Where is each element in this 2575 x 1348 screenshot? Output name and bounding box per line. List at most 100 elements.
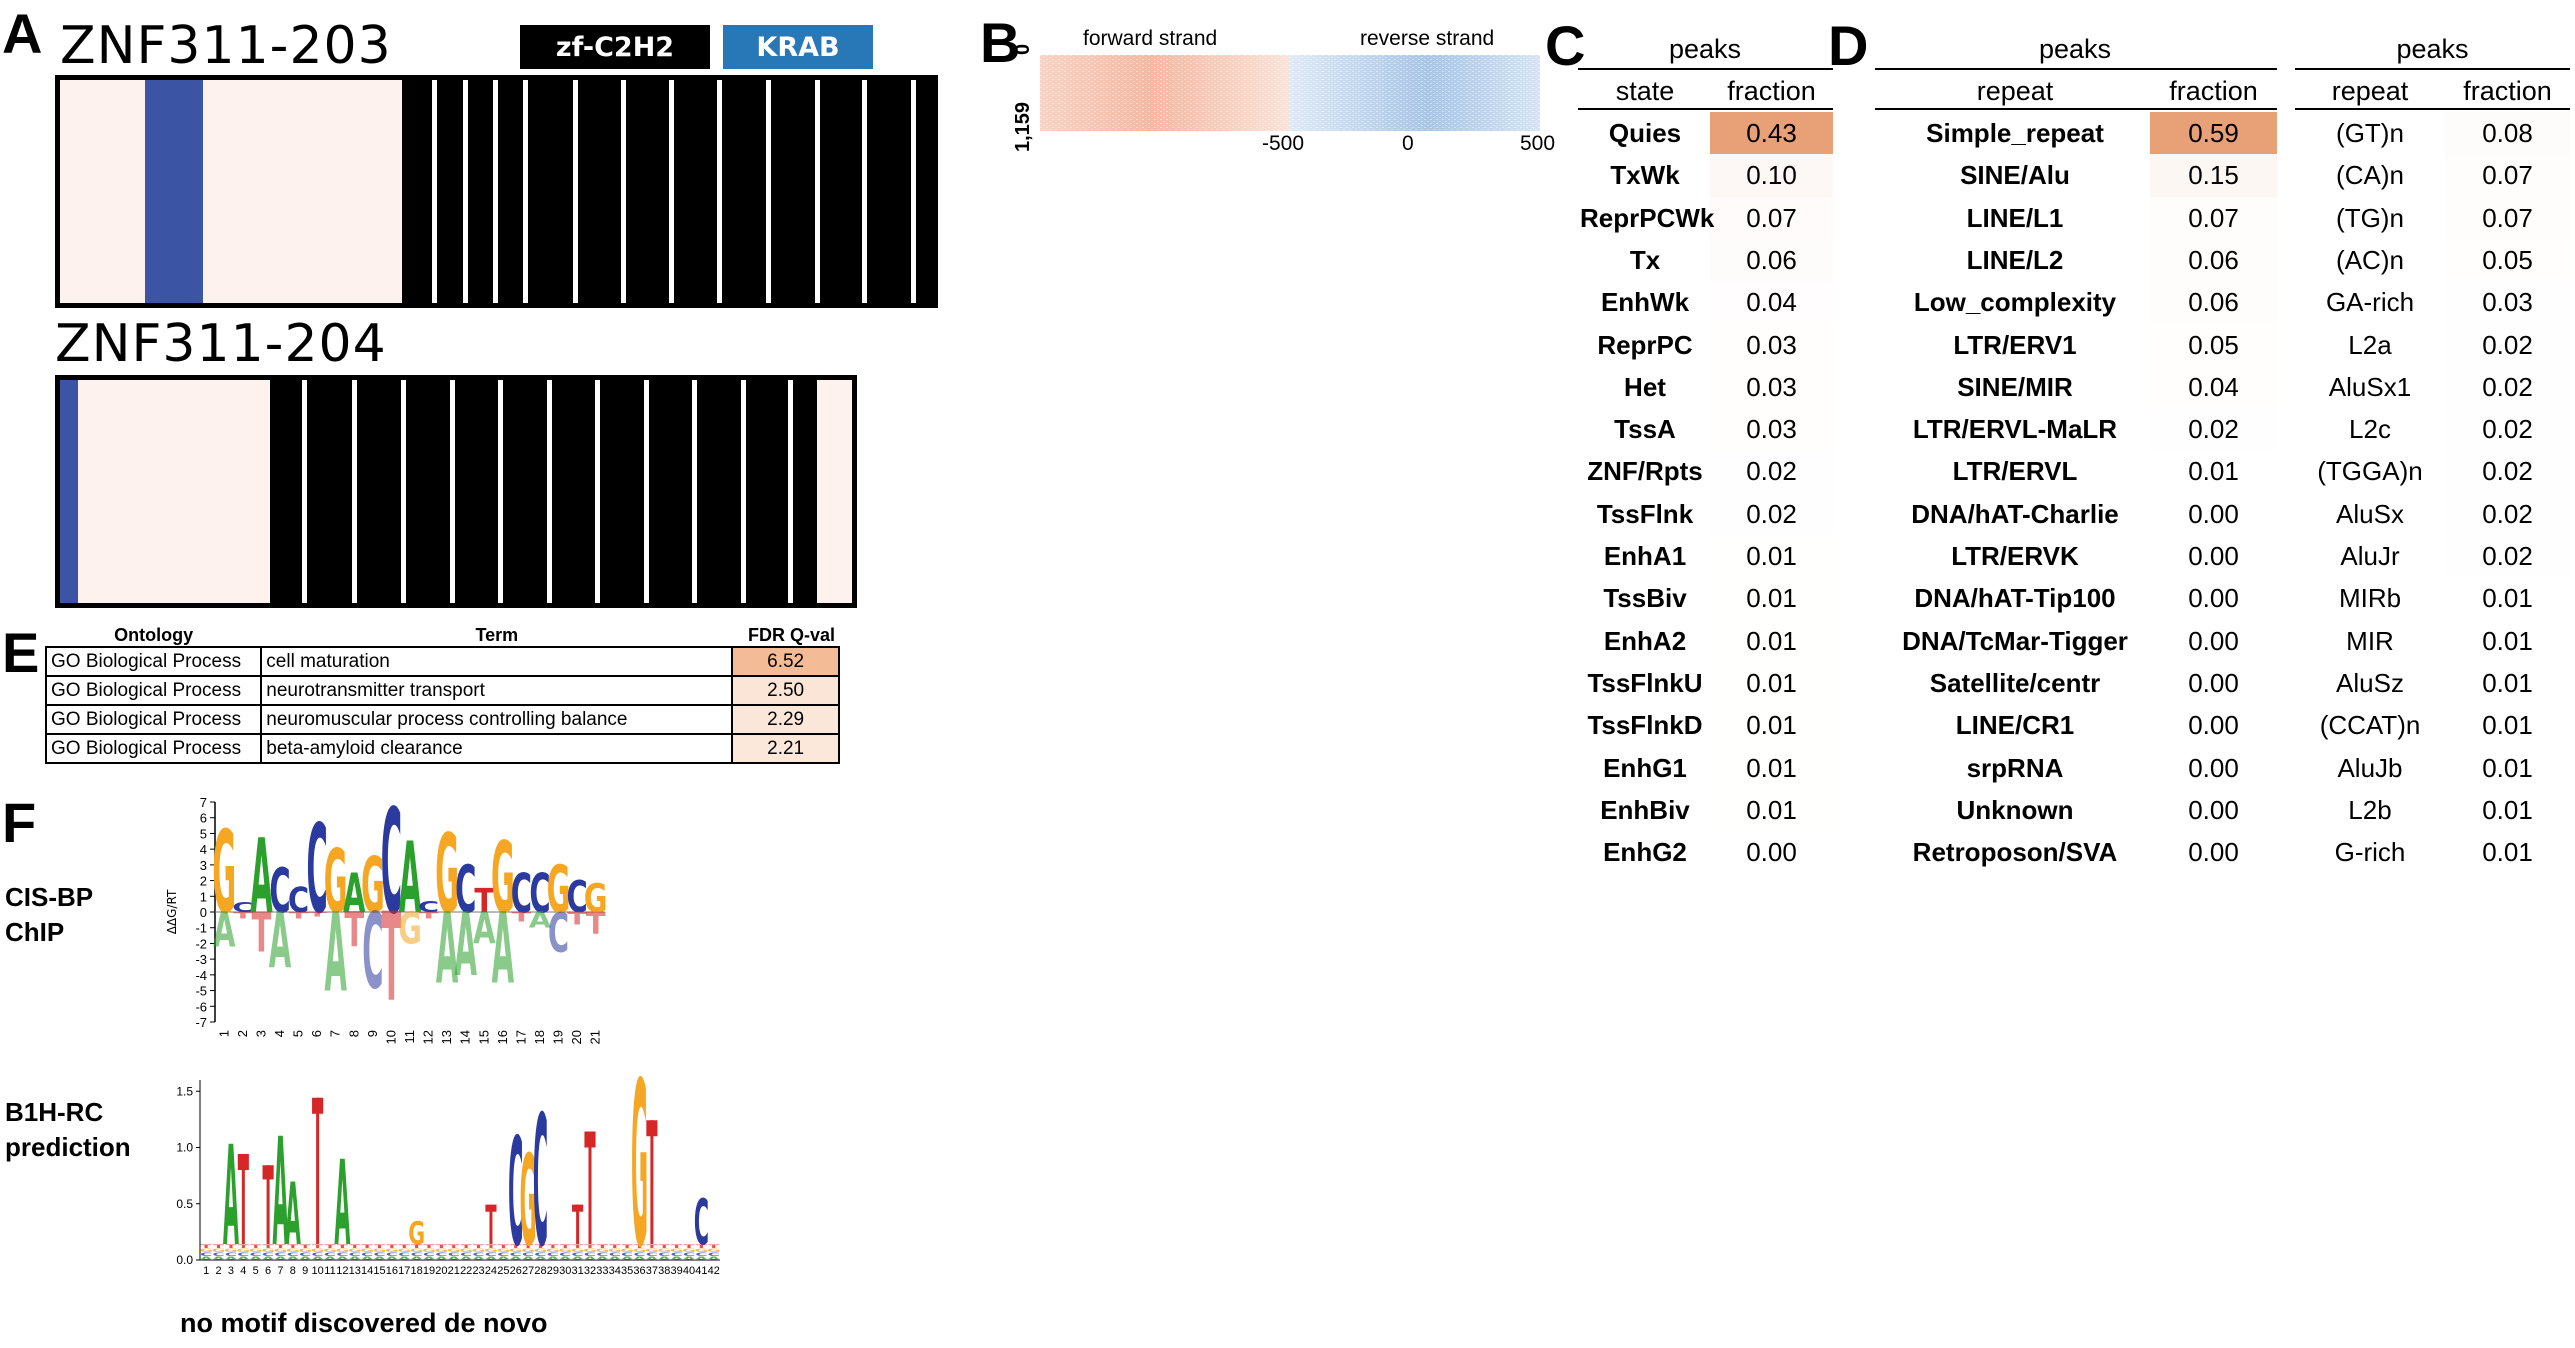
subrepeat-row: L2c 0.02 xyxy=(2295,408,2570,451)
subrepeat-row: (TG)n 0.07 xyxy=(2295,196,2570,239)
svg-text:C: C xyxy=(534,1252,546,1257)
svg-text:T: T xyxy=(411,1244,423,1249)
go-header-qval: FDR Q-val xyxy=(747,624,835,645)
svg-text:C: C xyxy=(559,1252,571,1257)
subrepeat-row-label: AluSx xyxy=(2336,498,2404,529)
state-row-value: 0.07 xyxy=(1746,202,1797,233)
svg-text:A: A xyxy=(633,1256,647,1261)
zf-separator xyxy=(911,80,916,303)
logo1-xtick: 8 xyxy=(346,1030,361,1037)
svg-text:A: A xyxy=(435,1256,449,1261)
logo2-xtick: 39 xyxy=(671,1265,683,1277)
state-fraction-heat xyxy=(1710,112,1833,155)
logo1-ytick: 3 xyxy=(200,858,207,873)
repeat-row-label: LINE/CR1 xyxy=(1955,710,2075,741)
state-row: TssBiv 0.01 xyxy=(1580,577,1833,620)
logo1-xtick: 7 xyxy=(328,1030,343,1037)
repeat-row: srpRNA 0.00 xyxy=(1880,747,2277,789)
svg-text:A: A xyxy=(262,1256,276,1261)
state-fraction-heat xyxy=(1710,788,1833,832)
logo1-letter-top: A xyxy=(399,822,421,936)
go-qval-cell: 2.50 xyxy=(731,675,840,706)
subrepeat-row: MIR 0.01 xyxy=(2295,619,2570,662)
repeat-row-value: 0.00 xyxy=(2188,837,2239,868)
svg-text:A: A xyxy=(311,1256,325,1261)
logo1-xtick: 17 xyxy=(513,1030,528,1044)
svg-text:C: C xyxy=(225,1252,237,1257)
svg-text:T: T xyxy=(683,1244,695,1249)
logo2-xtick: 3 xyxy=(228,1265,234,1277)
table-d-col-repeat: repeat xyxy=(1976,76,2054,106)
subrepeat-row-value: 0.07 xyxy=(2482,160,2533,191)
subrepeat-row-label: GA-rich xyxy=(2325,287,2415,318)
krab-domain xyxy=(145,80,203,303)
logo2-xtick: 14 xyxy=(361,1265,373,1277)
svg-text:C: C xyxy=(237,1252,249,1257)
logo1-ytick: -7 xyxy=(195,1015,207,1030)
subrepeat-fraction-heat xyxy=(2445,450,2570,493)
logo2-xtick: 24 xyxy=(485,1265,497,1277)
logo1-xtick: 11 xyxy=(402,1030,417,1044)
zf-separator xyxy=(717,80,722,303)
zf-separator xyxy=(401,380,406,603)
subrepeat-row-label: L2c xyxy=(2349,414,2391,445)
logo1-letter-top: G xyxy=(547,851,571,927)
logo1-letter-bottom: A xyxy=(492,893,514,1007)
logo1-xtick: 6 xyxy=(309,1030,324,1037)
subrepeat-row-label: MIR xyxy=(2346,625,2394,656)
repeat-row-label: Low_complexity xyxy=(1913,287,2117,318)
subrepeat-row-value: 0.01 xyxy=(2482,752,2533,783)
zf-separator xyxy=(523,80,528,303)
subrepeat-row-label: (GT)n xyxy=(2336,118,2404,148)
repeat-row: Retroposon/SVA 0.00 xyxy=(1880,831,2277,873)
svg-text:A: A xyxy=(225,1256,239,1261)
repeat-row-label: LINE/L1 xyxy=(1966,202,2064,233)
state-fraction-heat xyxy=(1710,365,1833,409)
svg-text:A: A xyxy=(485,1256,499,1261)
repeat-row-value: 0.00 xyxy=(2188,541,2239,571)
svg-text:G: G xyxy=(286,1248,300,1253)
subrepeat-row-label: (AC)n xyxy=(2336,244,2404,275)
logo1-xtick: 5 xyxy=(291,1030,306,1037)
state-row: EnhWk 0.04 xyxy=(1580,281,1833,324)
heatmap-svg xyxy=(1040,55,1540,131)
svg-text:A: A xyxy=(386,1256,400,1261)
logo2-xtick: 17 xyxy=(398,1265,410,1277)
state-fraction-heat xyxy=(1710,492,1833,535)
logo1-ytick: -6 xyxy=(195,999,207,1014)
b1h-prediction-logo: 1.51.00.50.01 2 3 4 5 6 7 8 9 10 11 12 13 14 15 16 17 18 1… xyxy=(176,1070,721,1280)
state-row-label: TssA xyxy=(1614,414,1676,445)
state-row: Quies 0.43 xyxy=(1580,112,1833,155)
svg-text:T: T xyxy=(659,1244,671,1249)
go-ontology-cell: GO Biological Process xyxy=(44,733,263,764)
logo1-letter-top: T xyxy=(474,882,494,920)
logo1-letter-bottom: C xyxy=(362,892,383,1013)
isoform-203-title: ZNF311-203 xyxy=(60,16,392,76)
logo1-xtick: 2 xyxy=(235,1030,250,1037)
panel-label-c: C xyxy=(1545,14,1586,77)
svg-text:G: G xyxy=(348,1248,362,1253)
binding-heatmap xyxy=(1040,55,1540,131)
logo1-ytick: -3 xyxy=(195,952,207,967)
svg-text:T: T xyxy=(597,1244,609,1249)
svg-text:T: T xyxy=(225,1244,237,1249)
svg-text:A: A xyxy=(707,1256,721,1261)
logo2-letter-t-stem xyxy=(650,1120,654,1244)
svg-text:A: A xyxy=(274,1256,288,1261)
subrepeat-row: AluSx 0.02 xyxy=(2295,492,2570,535)
svg-text:G: G xyxy=(558,1248,572,1253)
state-fraction-heat xyxy=(1710,619,1833,662)
svg-text:T: T xyxy=(584,1244,596,1249)
logo1-letter-bottom: T xyxy=(586,906,606,942)
subrepeat-fraction-heat xyxy=(2445,323,2570,366)
subrepeat-row: (AC)n 0.05 xyxy=(2295,238,2570,282)
svg-text:T: T xyxy=(473,1244,485,1249)
logo2-xtick: 15 xyxy=(373,1265,385,1277)
logo2-xtick: 12 xyxy=(336,1265,348,1277)
repeat-fraction-heat xyxy=(2150,154,2277,197)
zf-separator xyxy=(766,80,771,303)
svg-text:T: T xyxy=(250,1244,262,1249)
svg-text:A: A xyxy=(286,1256,300,1261)
svg-text:G: G xyxy=(385,1248,399,1253)
subrepeat-row-label: (TG)n xyxy=(2336,202,2404,233)
